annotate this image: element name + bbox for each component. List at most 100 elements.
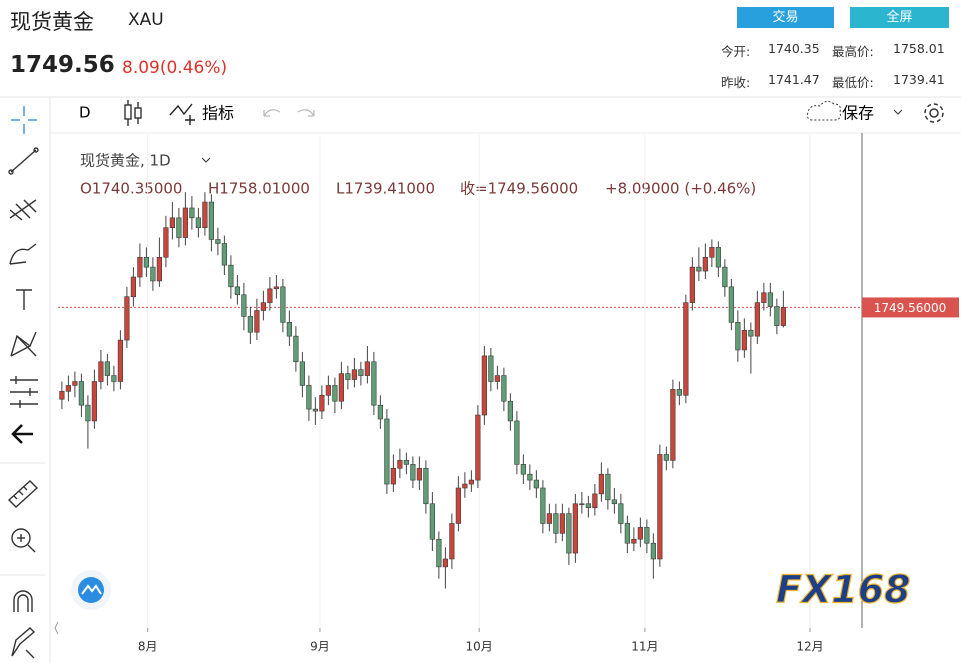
candle-body xyxy=(403,460,409,465)
cloud-icon[interactable] xyxy=(807,100,841,121)
candle-body xyxy=(234,286,240,296)
collapse-button[interactable] xyxy=(54,621,59,635)
indicator-icon[interactable] xyxy=(169,103,195,125)
candle-body xyxy=(585,503,591,509)
line-tool[interactable] xyxy=(8,147,39,175)
candle-body xyxy=(189,207,195,219)
candle-body xyxy=(358,369,364,376)
candle-body xyxy=(267,288,273,303)
candle-body xyxy=(761,292,767,303)
stat-label: 最低价: xyxy=(832,75,874,90)
candle-body xyxy=(663,454,669,461)
candle-body xyxy=(520,464,526,475)
candle-body xyxy=(241,294,247,317)
crosshair-tool[interactable] xyxy=(11,106,37,134)
save-menu[interactable] xyxy=(893,109,903,115)
candle-body xyxy=(579,503,585,506)
candle-body xyxy=(124,296,130,341)
chart-type-button[interactable] xyxy=(124,100,142,126)
candle-body xyxy=(98,361,104,382)
ohlc-value: +8.09000 (+0.46%) xyxy=(605,180,756,198)
zoom-tool[interactable] xyxy=(11,528,36,553)
candle-body xyxy=(169,217,175,228)
brush-tool[interactable] xyxy=(9,243,37,265)
candle-body xyxy=(598,473,604,495)
candle-body xyxy=(605,473,611,501)
candle-body xyxy=(299,361,305,386)
candle-body xyxy=(637,527,643,540)
candle-body xyxy=(377,404,383,420)
candle-body xyxy=(683,302,689,396)
candle-body xyxy=(559,513,565,534)
candle-body xyxy=(91,381,97,422)
back-tool[interactable] xyxy=(11,424,33,444)
candle-body xyxy=(111,375,117,382)
candle-body xyxy=(273,286,279,290)
legend-menu[interactable] xyxy=(201,157,211,163)
candle-body xyxy=(293,335,299,363)
candle-body xyxy=(312,408,318,412)
candle-body xyxy=(741,329,747,351)
candle-body xyxy=(182,207,188,238)
undo-button[interactable] xyxy=(263,109,281,117)
indicator-button[interactable]: 指标 xyxy=(202,104,234,123)
fib-tool[interactable] xyxy=(9,199,37,221)
candle-body xyxy=(540,487,546,524)
drawing-tools xyxy=(7,106,39,659)
candle-body xyxy=(143,256,149,268)
candle-body xyxy=(78,381,84,406)
trade-button[interactable]: 交易 xyxy=(737,7,834,28)
measure-tool[interactable] xyxy=(10,376,38,408)
ohlc-value: L1739.41000 xyxy=(336,180,435,198)
fullscreen-button[interactable]: 全屏 xyxy=(850,7,949,28)
stat-label: 今开: xyxy=(721,44,751,59)
x-tick-label: 9月 xyxy=(310,640,330,654)
candle-body xyxy=(546,513,552,524)
candle-body xyxy=(319,395,325,412)
stat-label: 最高价: xyxy=(832,44,874,59)
price-label: 1749.56000 xyxy=(874,301,947,315)
ruler-tool[interactable] xyxy=(7,480,39,508)
candle-body xyxy=(527,473,533,481)
candle-body xyxy=(130,276,136,298)
stat-label: 昨收: xyxy=(721,75,751,90)
interval-button[interactable]: D xyxy=(79,104,91,122)
candle-body xyxy=(702,256,708,272)
candle-body xyxy=(507,400,513,422)
candle-body xyxy=(416,467,422,481)
candle-body xyxy=(156,256,162,282)
candle-body xyxy=(611,499,617,505)
candle-body xyxy=(364,361,370,376)
candle-body xyxy=(696,266,702,272)
lock-tool[interactable] xyxy=(11,627,36,659)
candle-body xyxy=(351,369,357,380)
settings-button[interactable] xyxy=(924,103,944,123)
candle-body xyxy=(163,227,169,258)
instrument-symbol: XAU xyxy=(128,10,164,30)
redo-button[interactable] xyxy=(297,109,315,117)
pattern-tool[interactable] xyxy=(10,331,37,357)
candle-body xyxy=(709,247,715,258)
candle-body xyxy=(475,414,481,481)
x-tick-label: 11月 xyxy=(631,640,658,654)
candle-body xyxy=(657,454,663,560)
candle-body xyxy=(455,487,461,524)
candle-body xyxy=(592,493,598,509)
candle-body xyxy=(286,322,292,337)
candle-body xyxy=(215,239,221,244)
candle-body xyxy=(325,385,331,396)
plot-area: 8月 9月 10月 11月 12月 FX168 1749.56000 xyxy=(58,135,959,654)
candle-body xyxy=(306,385,312,410)
candle-body xyxy=(390,467,396,485)
save-button[interactable]: 保存 xyxy=(842,104,874,123)
candle-body xyxy=(59,391,65,400)
candle-body xyxy=(117,339,123,382)
candle-body xyxy=(332,385,338,402)
candle-body xyxy=(247,316,253,333)
magnet-tool[interactable] xyxy=(13,590,33,612)
text-tool[interactable] xyxy=(16,289,32,310)
candle-body xyxy=(553,513,559,534)
candle-body xyxy=(260,302,266,311)
